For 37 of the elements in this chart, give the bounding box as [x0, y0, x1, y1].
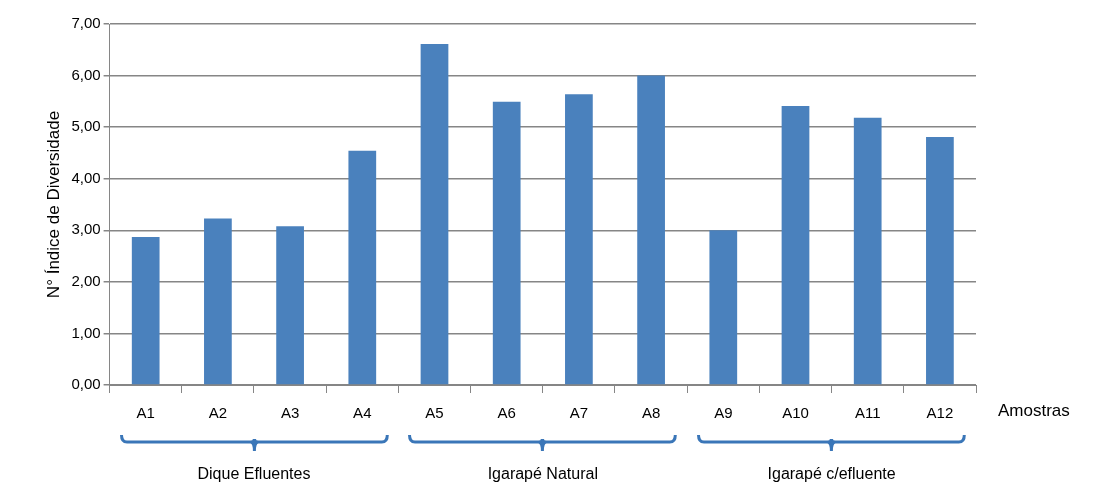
- y-tick-label: 0,00: [71, 375, 101, 393]
- y-axis-title: N° Índice de Diversidade: [43, 110, 63, 299]
- bar: [926, 136, 954, 385]
- bar: [565, 94, 593, 385]
- y-tick-label: 2,00: [71, 272, 101, 289]
- x-tick-label: A6: [497, 404, 516, 422]
- bar: [131, 236, 160, 385]
- text: Dique Efluentes: [197, 465, 311, 483]
- bar: [637, 75, 665, 385]
- y-tick-label: 7,00: [71, 14, 101, 32]
- y-tick-label: 3,00: [71, 220, 101, 238]
- bar: [853, 117, 882, 385]
- bar: [348, 150, 377, 385]
- x-tick-label: A5: [425, 404, 444, 422]
- bar: [204, 218, 232, 385]
- x-tick-label: A10: [782, 404, 809, 422]
- x-tick-label: A3: [280, 404, 300, 422]
- bar: [276, 226, 304, 385]
- y-tick-label: 5,00: [71, 117, 101, 135]
- y-tick-label: 4,00: [71, 168, 101, 186]
- x-tick-label: A12: [926, 404, 954, 422]
- bar: [781, 106, 810, 385]
- x-tick-label: A1: [136, 404, 155, 422]
- x-tick-label: A2: [208, 404, 228, 422]
- x-tick-label: A4: [353, 404, 372, 422]
- text: Igarapé Natural: [487, 465, 598, 483]
- y-tick-label: 1,00: [71, 323, 101, 341]
- x-tick-label: A9: [714, 404, 733, 422]
- x-tick-label: A11: [854, 404, 881, 422]
- x-tick-label: A7: [569, 404, 589, 422]
- bar: [420, 44, 449, 385]
- y-tick-label: 6,00: [71, 65, 101, 83]
- bar: [492, 101, 521, 385]
- x-tick-label: A8: [641, 404, 661, 422]
- bar: [709, 230, 738, 385]
- x-axis-title: Amostras: [998, 401, 1070, 421]
- text: Igarapé c/efluente: [767, 465, 896, 483]
